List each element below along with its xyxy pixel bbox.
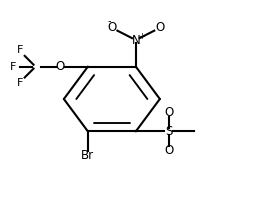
Text: N: N (132, 34, 140, 47)
Text: S: S (165, 125, 172, 138)
Text: O: O (55, 60, 65, 73)
Text: F: F (17, 78, 23, 88)
Text: F: F (17, 45, 23, 55)
Text: Br: Br (81, 149, 94, 162)
Text: -: - (107, 16, 110, 26)
Text: O: O (164, 106, 173, 119)
Text: O: O (107, 21, 117, 34)
Text: O: O (155, 21, 164, 34)
Text: O: O (164, 144, 173, 157)
Text: +: + (138, 32, 145, 41)
Text: F: F (10, 62, 17, 72)
